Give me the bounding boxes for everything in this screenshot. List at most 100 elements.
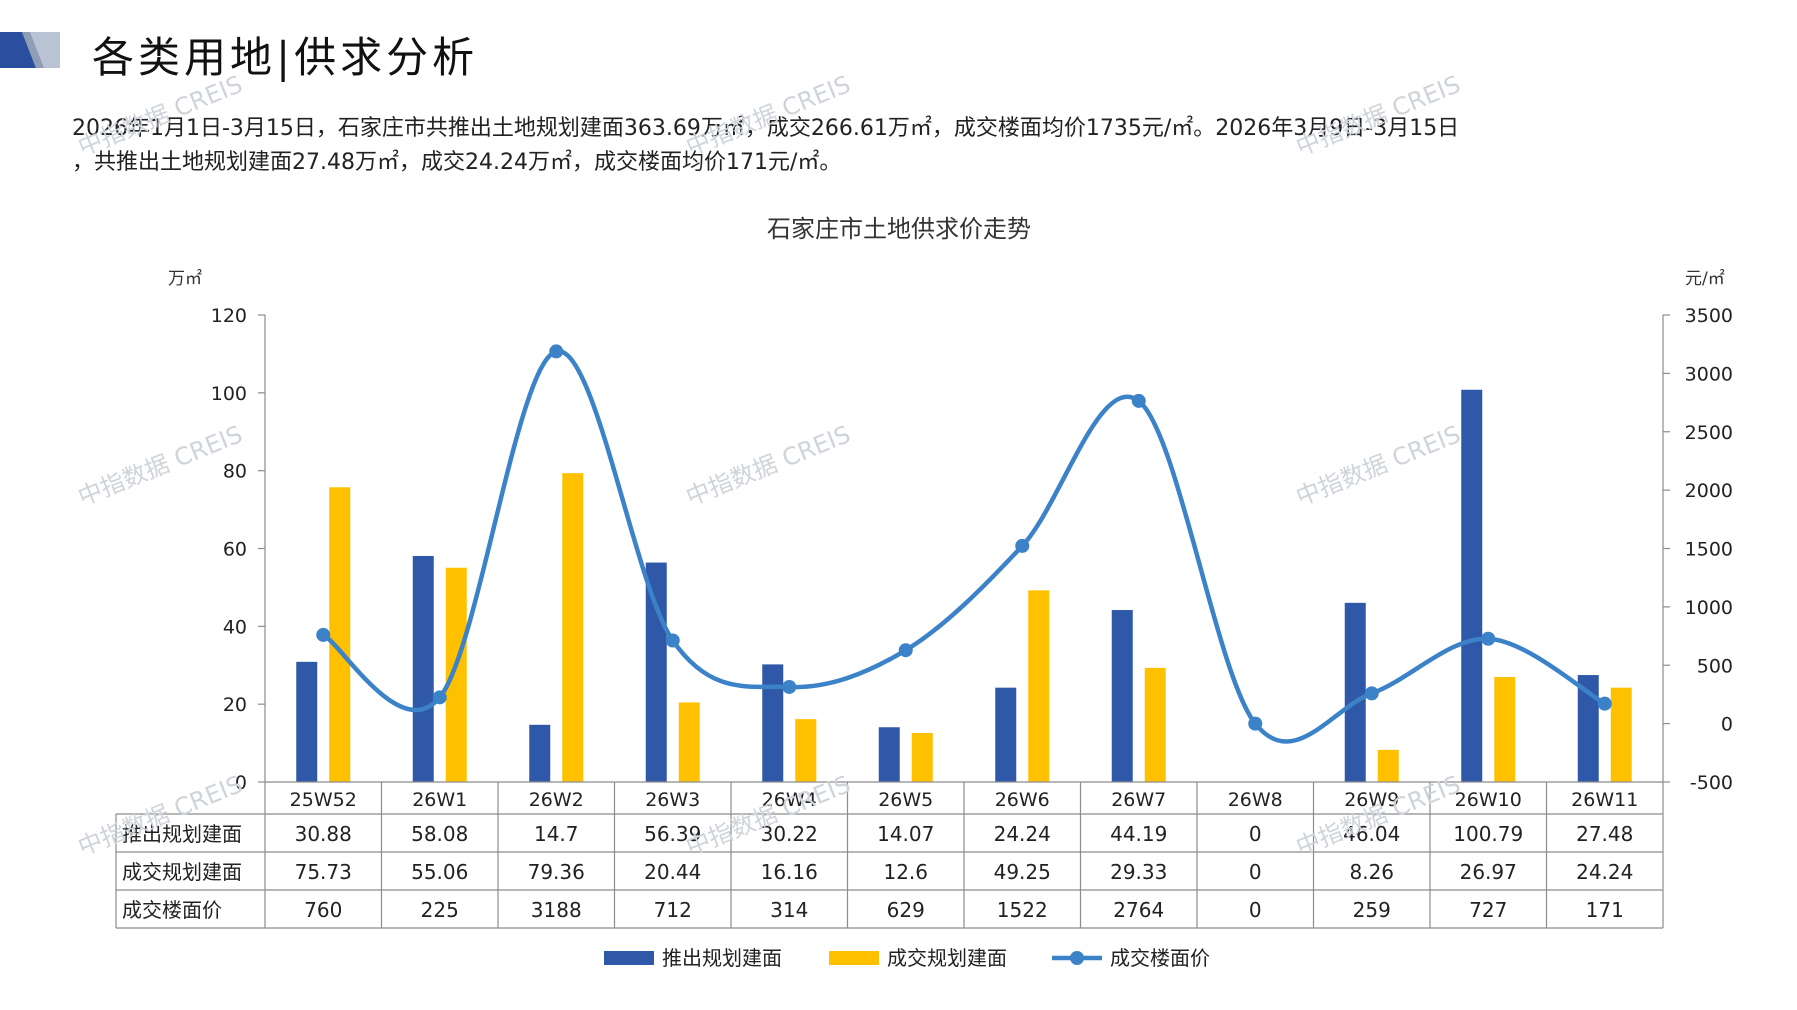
table-cell-value: 14.7 [534,822,579,846]
right-tick-label: 3000 [1685,363,1733,385]
table-cell-value: 24.24 [1576,860,1633,884]
supply-bar [412,555,434,782]
deal-bar [795,719,817,782]
table-cell-value: 727 [1469,898,1507,922]
table-cell-value: 30.88 [295,822,352,846]
table-cell-value: 629 [887,898,925,922]
category-label: 26W9 [1344,789,1399,811]
table-cell-value: 20.44 [644,860,701,884]
price-point [898,643,913,658]
supply-bar [995,687,1017,782]
table-row-header: 成交规划建面 [122,860,242,884]
supply-bar [1344,602,1366,782]
price-point [432,690,447,705]
table-cell-value: 1522 [997,898,1048,922]
deal-bar [1028,590,1050,782]
left-tick-label: 80 [223,461,247,483]
legend-swatch-price-point [1070,951,1084,965]
left-tick-label: 100 [211,383,247,405]
table-cell-value: 16.16 [761,860,818,884]
table-cell-value: 44.19 [1110,822,1167,846]
table-cell-value: 58.08 [411,822,468,846]
table-cell-value: 29.33 [1110,860,1167,884]
right-tick-label: 3500 [1685,305,1733,327]
category-label: 26W6 [995,789,1050,811]
legend-label: 推出规划建面 [662,946,782,970]
summary-line-1: 2026年1月1日-3月15日，石家庄市共推出土地规划建面363.69万㎡，成交… [72,116,1460,141]
table-cell-value: 760 [304,898,342,922]
price-point [665,633,680,648]
deal-bar [1377,749,1399,782]
table-cell-value: 3188 [531,898,582,922]
category-label: 26W8 [1228,789,1283,811]
price-line [321,349,1606,744]
table-cell-value: 56.39 [644,822,701,846]
table-cell-value: 26.97 [1460,860,1517,884]
price-point [1481,631,1496,646]
price-point [1248,716,1263,731]
summary-text: 2026年1月1日-3月15日，石家庄市共推出土地规划建面363.69万㎡，成交… [72,112,1732,180]
left-axis-unit: 万㎡ [168,269,202,289]
deal-bar [445,567,467,782]
legend-label: 成交楼面价 [1110,946,1210,970]
table-cell-value: 24.24 [994,822,1051,846]
supply-bar [1461,389,1483,782]
right-tick-label: 1500 [1685,539,1733,561]
supply-bar [529,724,551,782]
supply-bar [645,562,667,782]
table-cell-value: 46.04 [1343,822,1400,846]
right-tick-label: 500 [1697,655,1733,677]
price-point [782,679,797,694]
price-point [1364,686,1379,701]
table-cell-value: 0 [1249,860,1262,884]
category-label: 26W2 [529,789,584,811]
right-axis-unit: 元/㎡ [1685,269,1725,289]
category-label: 26W3 [645,789,700,811]
legend-swatch-deal [829,951,879,965]
price-point [1131,393,1146,408]
table-cell-value: 14.07 [877,822,934,846]
table-cell-value: 0 [1249,898,1262,922]
table-cell-value: 225 [421,898,459,922]
table-cell-value: 2764 [1113,898,1164,922]
left-tick-label: 20 [223,694,247,716]
deal-bar [1494,677,1516,782]
supply-bar [1111,610,1133,782]
table-cell-value: 712 [654,898,692,922]
table-cell-value: 49.25 [994,860,1051,884]
category-label: 26W1 [412,789,467,811]
supply-bar [762,664,784,782]
price-point [549,344,564,359]
price-point [1597,696,1612,711]
table-row-header: 推出规划建面 [122,822,242,846]
table-cell-value: 0 [1249,822,1262,846]
table-cell-value: 12.6 [883,860,928,884]
supply-bar [296,661,318,782]
legend-swatch-supply [604,951,654,965]
table-cell-value: 171 [1586,898,1624,922]
chart-title: 石家庄市土地供求价走势 [767,215,1031,243]
right-tick-label: 1000 [1685,597,1733,619]
deal-bar [329,487,351,782]
table-cell-value: 8.26 [1349,860,1394,884]
category-label: 26W4 [762,789,817,811]
category-label: 26W11 [1571,789,1638,811]
brand-logo-icon [0,32,60,68]
table-cell-value: 30.22 [761,822,818,846]
category-label: 26W10 [1455,789,1522,811]
table-cell-value: 100.79 [1453,822,1523,846]
table-cell-value: 259 [1353,898,1391,922]
category-label: 26W5 [878,789,933,811]
right-tick-label: -500 [1690,772,1733,794]
page-title: 各类用地|供求分析 [92,33,479,82]
table-cell-value: 79.36 [528,860,585,884]
left-tick-label: 0 [235,772,247,794]
right-tick-label: 0 [1721,714,1733,736]
price-point [316,627,331,642]
supply-bar [878,727,900,782]
left-tick-label: 60 [223,539,247,561]
category-label: 25W52 [290,789,357,811]
table-row-header: 成交楼面价 [122,898,222,922]
header: 各类用地|供求分析 [0,18,600,88]
